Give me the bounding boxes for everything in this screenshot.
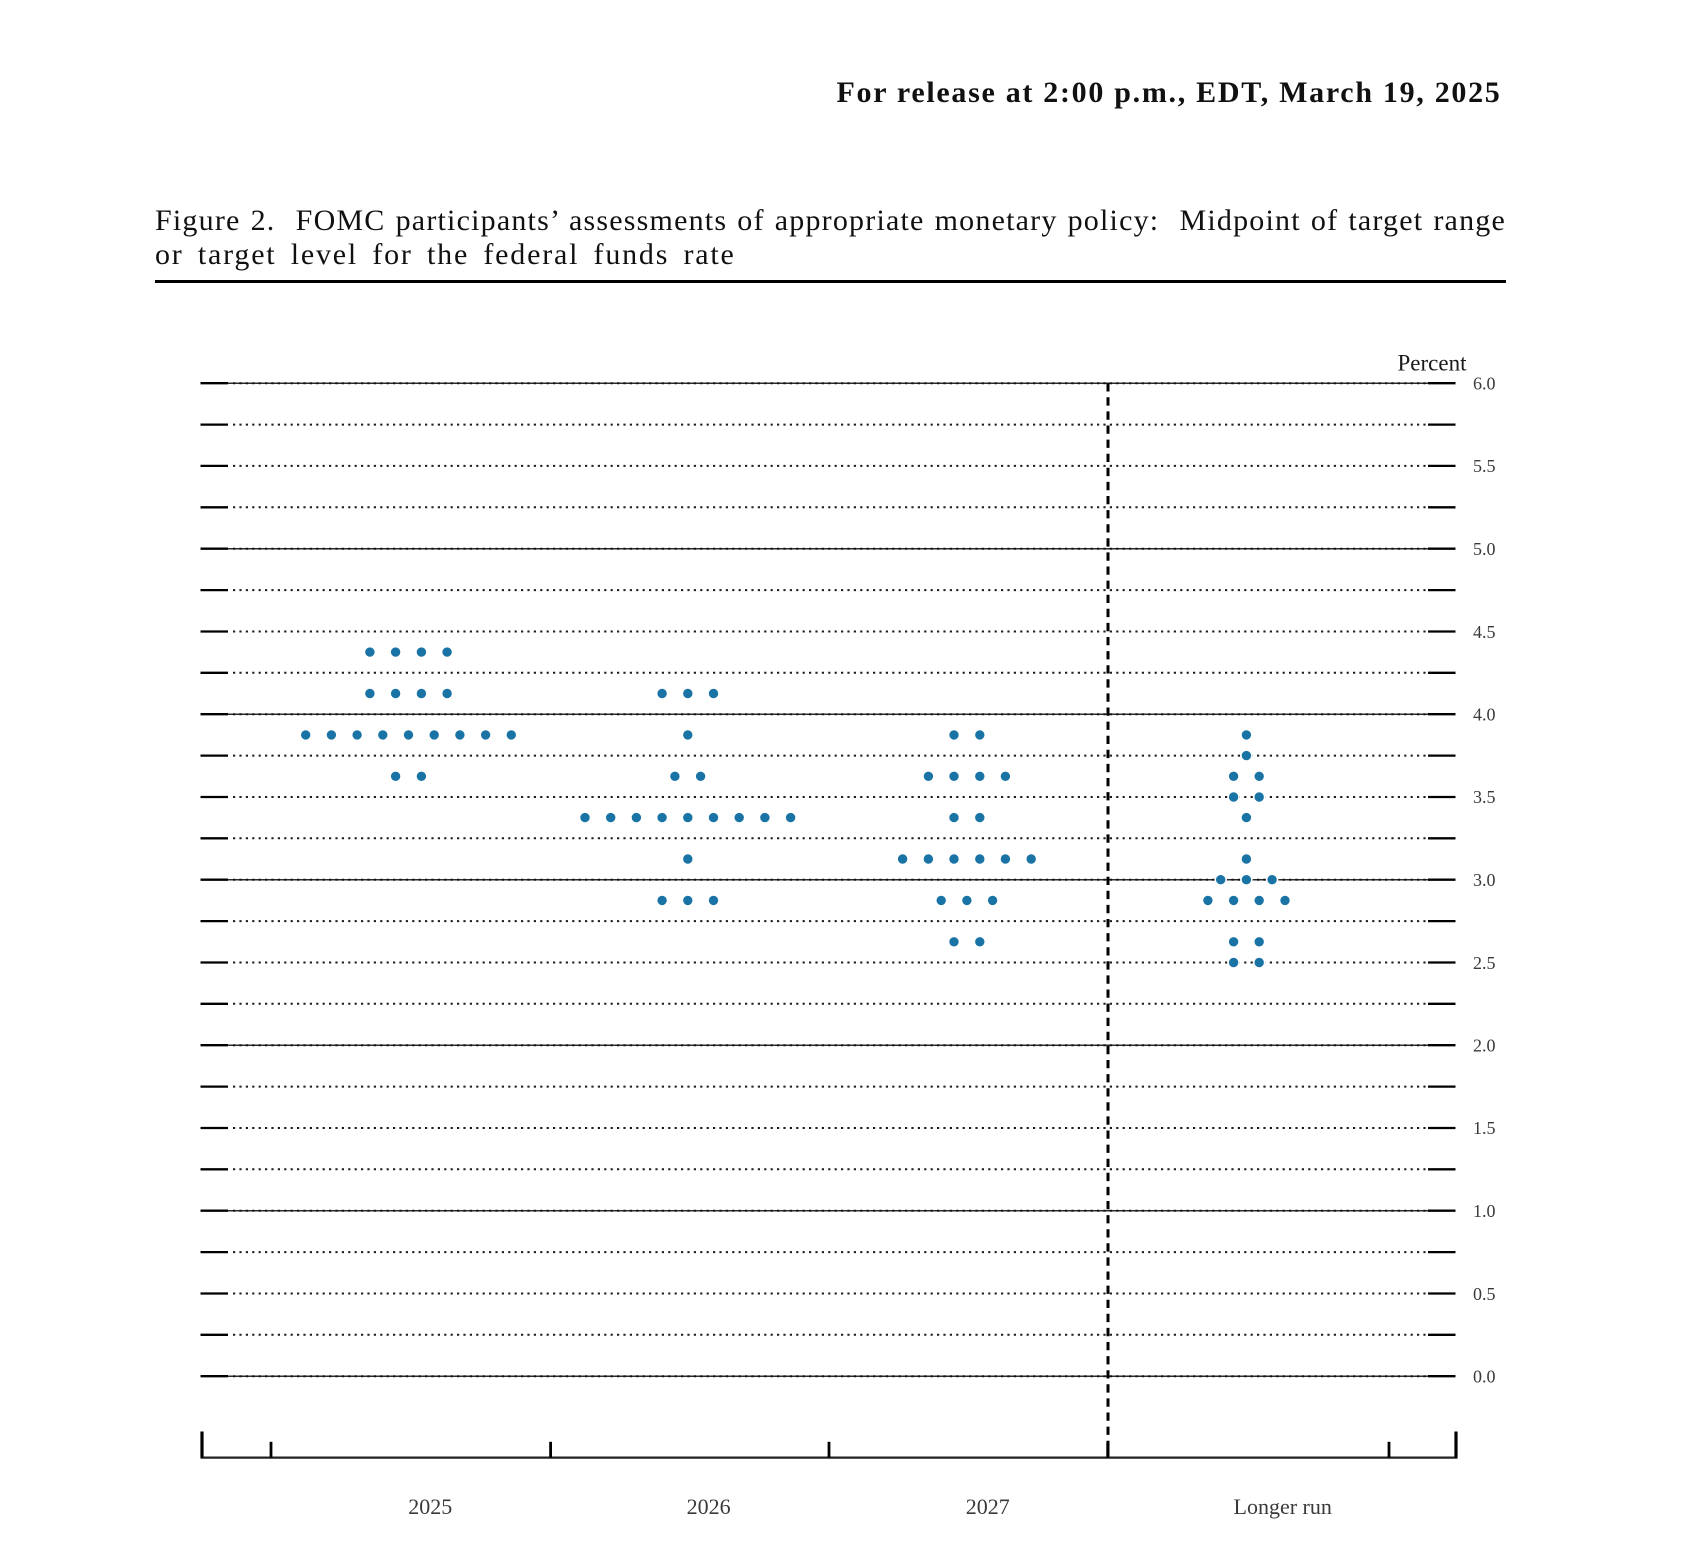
svg-text:2027: 2027	[966, 1494, 1010, 1519]
svg-text:4.0: 4.0	[1473, 705, 1496, 725]
svg-text:1.0: 1.0	[1473, 1201, 1496, 1221]
svg-text:2026: 2026	[687, 1494, 731, 1519]
svg-text:3.0: 3.0	[1473, 870, 1496, 890]
svg-text:Longer run: Longer run	[1234, 1494, 1332, 1519]
svg-text:4.5: 4.5	[1473, 622, 1496, 642]
svg-text:5.5: 5.5	[1473, 456, 1496, 476]
svg-text:2025: 2025	[408, 1494, 452, 1519]
svg-text:Percent: Percent	[1398, 350, 1468, 375]
svg-text:2.5: 2.5	[1473, 953, 1496, 973]
svg-text:5.0: 5.0	[1473, 539, 1496, 559]
svg-text:2.0: 2.0	[1473, 1036, 1496, 1056]
svg-text:6.0: 6.0	[1473, 374, 1496, 394]
svg-text:0.5: 0.5	[1473, 1284, 1496, 1304]
svg-text:3.5: 3.5	[1473, 787, 1496, 807]
svg-text:0.0: 0.0	[1473, 1367, 1496, 1387]
svg-text:1.5: 1.5	[1473, 1118, 1496, 1138]
